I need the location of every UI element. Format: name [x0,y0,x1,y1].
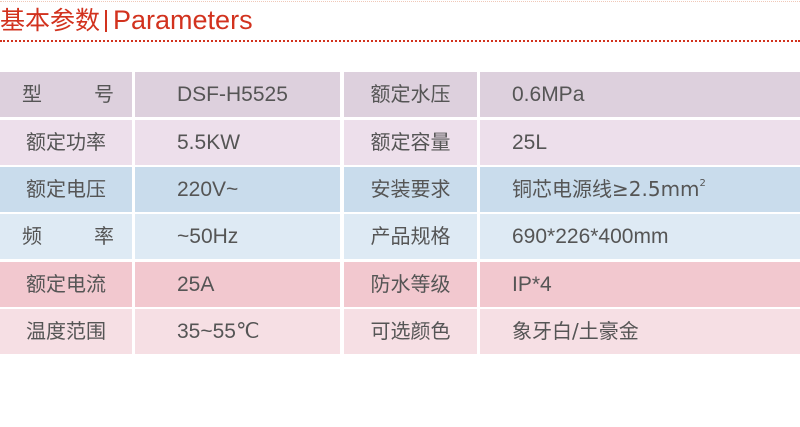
table-row: 频率 ~50Hz 产品规格 690*226*400mm [0,214,800,259]
param-value: DSF-H5525 [135,72,340,117]
param-label: 额定电压 [0,167,132,212]
table-row: 额定功率 5.5KW 额定容量 25L [0,120,800,165]
param-label: 型号 [0,72,132,117]
superscript: 2 [699,178,706,189]
section-title-cn: 基本参数 [0,6,101,35]
section-title-en: Parameters [113,5,253,35]
param-value: 690*226*400mm [480,214,800,259]
param-label: 产品规格 [344,214,477,259]
param-value: ~50Hz [135,214,340,259]
top-divider [0,1,800,2]
title-separator [105,10,108,32]
param-value: 铜芯电源线≥2.5mm2 [480,167,800,212]
table-row: 温度范围 35~55℃ 可选颜色 象牙白/土豪金 [0,309,800,354]
param-value: 0.6MPa [480,72,800,117]
section-title: 基本参数 Parameters [0,4,253,36]
table-row: 额定电压 220V~ 安装要求 铜芯电源线≥2.5mm2 [0,167,800,212]
param-label: 额定电流 [0,262,132,307]
param-value: IP*4 [480,262,800,307]
param-label: 额定容量 [344,120,477,165]
param-label: 温度范围 [0,309,132,354]
param-label: 额定功率 [0,120,132,165]
title-divider [0,40,800,42]
table-row: 型号 DSF-H5525 额定水压 0.6MPa [0,72,800,117]
param-value: 35~55℃ [135,309,340,354]
param-label: 可选颜色 [344,309,477,354]
param-label: 频率 [0,214,132,259]
param-value: 象牙白/土豪金 [480,309,800,354]
param-label: 安装要求 [344,167,477,212]
param-value: 25A [135,262,340,307]
param-label: 额定水压 [344,72,477,117]
param-value: 220V~ [135,167,340,212]
param-label: 防水等级 [344,262,477,307]
param-value: 5.5KW [135,120,340,165]
table-row: 额定电流 25A 防水等级 IP*4 [0,262,800,307]
param-value: 25L [480,120,800,165]
